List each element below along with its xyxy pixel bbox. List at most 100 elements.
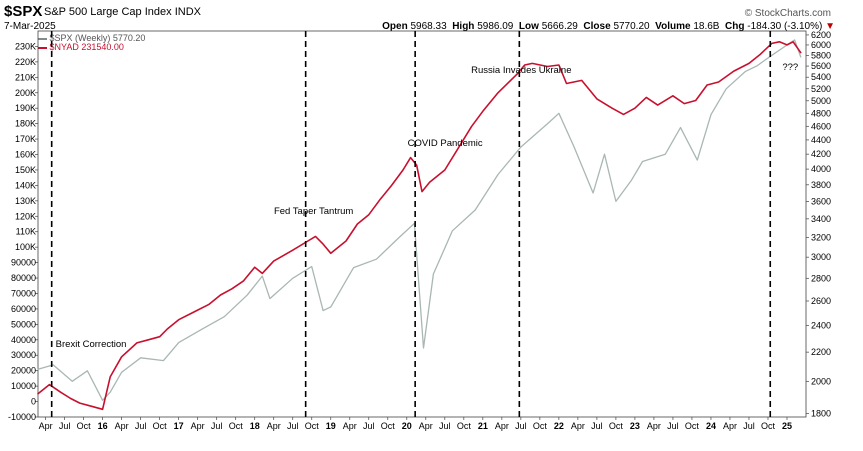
- index-name-text: S&P 500 Large Cap Index: [44, 6, 172, 18]
- y-right-tick-label: 4800: [811, 108, 831, 118]
- x-tick-label: 18: [250, 421, 260, 431]
- x-tick-label: Jul: [59, 421, 71, 431]
- y-right-tick-label: 3600: [811, 196, 831, 206]
- x-tick-label: 25: [782, 421, 792, 431]
- y-left-tick-label: 210K: [15, 72, 36, 82]
- chart-date: 7-Mar-2025: [4, 21, 56, 32]
- y-left-tick-label: 190K: [15, 103, 36, 113]
- x-tick-label: Jul: [743, 421, 755, 431]
- x-tick-label: Jul: [439, 421, 451, 431]
- y-left-tick-label: 0: [31, 397, 36, 407]
- y-right-tick-label: 2600: [811, 296, 831, 306]
- y-right-tick-label: 2400: [811, 321, 831, 331]
- x-tick-label: Jul: [591, 421, 603, 431]
- x-tick-label: Apr: [191, 421, 205, 431]
- legend-nyad: $NYAD 231540.00: [38, 42, 124, 52]
- event-label: ???: [782, 62, 798, 73]
- y-right-tick-label: 5600: [811, 61, 831, 71]
- series-layer: [37, 39, 802, 411]
- y-right-tick-label: 2000: [811, 376, 831, 386]
- event-label: Brexit Correction: [56, 339, 127, 350]
- x-tick-label: Oct: [609, 421, 624, 431]
- y-right-tick-label: 6200: [811, 30, 831, 40]
- y-right-tick-label: 4200: [811, 149, 831, 159]
- down-triangle-icon: ▼: [825, 21, 835, 32]
- x-tick-label: 17: [174, 421, 184, 431]
- x-tick-label: Oct: [305, 421, 320, 431]
- y-left-tick-label: 170K: [15, 134, 36, 144]
- y-left-tick-label: 180K: [15, 119, 36, 129]
- open-value: 5968.33: [410, 21, 447, 32]
- y-left-tick-label: 160K: [15, 150, 36, 160]
- legend-spx: $SPX (Weekly) 5770.20: [38, 33, 145, 43]
- event-label: Fed Taper Tantrum: [274, 206, 353, 217]
- volume-value: 18.6B: [693, 21, 720, 32]
- legend-spx-label: $SPX (Weekly) 5770.20: [49, 33, 146, 43]
- y-right-tick-label: 5400: [811, 72, 831, 82]
- plot-frame: [37, 30, 807, 418]
- y-right-tick-label: 2800: [811, 273, 831, 283]
- x-tick-label: Apr: [419, 421, 433, 431]
- x-tick-label: Oct: [685, 421, 700, 431]
- x-tick-label: 23: [630, 421, 640, 431]
- y-right-tick-label: 4000: [811, 164, 831, 174]
- x-tick-label: Jul: [287, 421, 299, 431]
- x-tick-label: 22: [554, 421, 564, 431]
- y-left-tick-label: 50000: [11, 319, 36, 329]
- x-tick-label: Apr: [571, 421, 585, 431]
- y-left-tick-label: 120K: [15, 211, 36, 221]
- line-swatch-icon: [38, 37, 47, 40]
- line-swatch-icon: [38, 46, 47, 49]
- open-label: Open: [382, 21, 408, 32]
- y-right-tick-label: 4600: [811, 121, 831, 131]
- y-left-tick-label: 150K: [15, 165, 36, 175]
- chg-value: -184.30 (-3.10%): [747, 21, 823, 32]
- x-tick-label: Apr: [723, 421, 737, 431]
- y-left-tick-label: 30000: [11, 350, 36, 360]
- x-axis: Apr Jul Oct 16 Apr Jul Oct 17 Apr Jul Oct 18 Apr Jul O…: [39, 417, 792, 431]
- x-tick-label: Oct: [77, 421, 92, 431]
- symbol: $SPX: [4, 3, 43, 20]
- y-right-tick-label: 3200: [811, 232, 831, 242]
- close-value: 5770.20: [613, 21, 650, 32]
- low-label: Low: [518, 21, 539, 32]
- y-left-tick-label: 60000: [11, 304, 36, 314]
- x-tick-label: Jul: [211, 421, 223, 431]
- y-right-tick-label: 6000: [811, 40, 831, 50]
- series-nyad-line: [37, 40, 802, 411]
- quote-stats: Open 5968.33 High 5986.09 Low 5666.29 Cl…: [382, 21, 835, 32]
- y-left-tick-label: 140K: [15, 180, 36, 190]
- y-left-tick-label: 70000: [11, 288, 36, 298]
- x-tick-label: Jul: [667, 421, 679, 431]
- y-left-tick-label: 220K: [15, 57, 36, 67]
- chg-label: Chg: [725, 21, 745, 32]
- high-value: 5986.09: [477, 21, 514, 32]
- x-tick-label: 21: [478, 421, 488, 431]
- x-tick-label: Jul: [135, 421, 147, 431]
- y-right-tick-label: 3400: [811, 214, 831, 224]
- y-left-tick-label: 80000: [11, 273, 36, 283]
- x-tick-label: Apr: [647, 421, 661, 431]
- x-tick-label: Oct: [381, 421, 396, 431]
- y-left-tick-label: 110K: [16, 227, 36, 237]
- x-tick-label: Apr: [115, 421, 129, 431]
- x-tick-label: Oct: [533, 421, 548, 431]
- index-name: S&P 500 Large Cap Index INDX: [44, 6, 201, 18]
- y-right-tick-label: 4400: [811, 135, 831, 145]
- close-label: Close: [583, 21, 611, 32]
- events-layer: Brexit Correction Fed Taper Tantrum COVID …: [50, 31, 798, 417]
- y-left-tick-label: 130K: [15, 196, 36, 206]
- x-tick-label: 24: [706, 421, 716, 431]
- y-left-tick-label: 40000: [11, 335, 36, 345]
- high-label: High: [452, 21, 475, 32]
- x-tick-label: Jul: [363, 421, 375, 431]
- x-tick-label: Oct: [153, 421, 168, 431]
- y-left-tick-label: 90000: [11, 258, 36, 268]
- x-tick-label: 16: [98, 421, 108, 431]
- y-left-tick-label: 20000: [11, 366, 36, 376]
- y-axis-left: -10000 0 10000 20000 30000 40000 50000 60000 700…: [8, 41, 38, 422]
- volume-label: Volume: [655, 21, 691, 32]
- y-axis-right: 1800 2000 2200 2400 2600 2800 3000 3200 3400 3600…: [806, 30, 831, 419]
- x-tick-label: Apr: [495, 421, 509, 431]
